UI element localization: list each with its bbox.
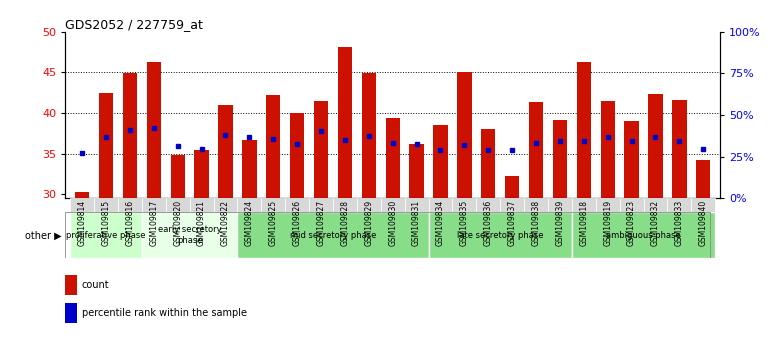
Bar	[672, 100, 687, 198]
Text: GSM109827: GSM109827	[316, 200, 326, 246]
Bar	[553, 120, 567, 198]
Text: GSM109822: GSM109822	[221, 200, 230, 246]
Text: GSM109829: GSM109829	[364, 200, 373, 246]
Bar	[477, 198, 500, 212]
Bar	[118, 198, 142, 212]
Bar	[548, 198, 572, 212]
Bar	[70, 198, 94, 212]
Bar	[170, 155, 185, 198]
Bar	[596, 198, 620, 212]
Text: GSM109834: GSM109834	[436, 200, 445, 246]
Bar	[357, 198, 380, 212]
Bar	[601, 101, 615, 198]
Bar	[620, 198, 644, 212]
Bar	[213, 198, 237, 212]
Bar	[410, 144, 424, 198]
Bar	[577, 62, 591, 198]
Bar	[624, 121, 639, 198]
Bar	[644, 198, 668, 212]
Text: other ▶: other ▶	[25, 230, 62, 240]
Bar	[338, 47, 352, 198]
Bar	[142, 198, 166, 212]
Bar	[648, 95, 663, 198]
Bar	[696, 160, 711, 198]
Bar	[65, 303, 77, 323]
Bar	[70, 212, 142, 258]
Bar	[333, 198, 357, 212]
Bar	[146, 62, 161, 198]
Bar	[529, 102, 543, 198]
Bar	[243, 140, 256, 198]
Text: GSM109824: GSM109824	[245, 200, 254, 246]
Text: GDS2052 / 227759_at: GDS2052 / 227759_at	[65, 18, 203, 31]
Text: GSM109835: GSM109835	[460, 200, 469, 246]
Text: GSM109831: GSM109831	[412, 200, 421, 246]
Text: GSM109817: GSM109817	[149, 200, 159, 246]
Text: ambiguous phase: ambiguous phase	[606, 231, 681, 240]
Bar	[65, 275, 77, 295]
Text: GSM109825: GSM109825	[269, 200, 278, 246]
Bar	[481, 129, 495, 198]
Bar	[314, 101, 328, 198]
Text: mid secretory phase: mid secretory phase	[290, 231, 377, 240]
Bar	[457, 73, 471, 198]
Bar	[142, 212, 237, 258]
Text: GSM109814: GSM109814	[78, 200, 87, 246]
Bar	[572, 212, 715, 258]
Text: GSM109838: GSM109838	[531, 200, 541, 246]
Bar	[266, 95, 280, 198]
Bar	[309, 198, 333, 212]
Text: GSM109815: GSM109815	[102, 200, 111, 246]
Text: GSM109821: GSM109821	[197, 200, 206, 246]
Bar	[500, 198, 524, 212]
Bar	[285, 198, 309, 212]
Text: GSM109828: GSM109828	[340, 200, 350, 246]
Bar	[195, 150, 209, 198]
Bar	[572, 198, 596, 212]
Bar	[362, 73, 376, 198]
Bar	[505, 176, 519, 198]
Bar	[668, 198, 691, 212]
Bar	[429, 212, 572, 258]
Text: GSM109823: GSM109823	[627, 200, 636, 246]
Bar	[166, 198, 189, 212]
Bar	[290, 113, 304, 198]
Text: GSM109820: GSM109820	[173, 200, 182, 246]
Bar	[219, 105, 233, 198]
Bar	[429, 198, 453, 212]
Text: GSM109837: GSM109837	[507, 200, 517, 246]
Text: GSM109818: GSM109818	[579, 200, 588, 246]
Text: GSM109840: GSM109840	[698, 200, 708, 246]
Text: GSM109826: GSM109826	[293, 200, 302, 246]
Text: GSM109833: GSM109833	[675, 200, 684, 246]
Text: count: count	[82, 280, 109, 290]
Bar	[691, 198, 715, 212]
Bar	[99, 93, 113, 198]
Text: GSM109819: GSM109819	[603, 200, 612, 246]
Text: GSM109839: GSM109839	[555, 200, 564, 246]
Text: proliferative phase: proliferative phase	[66, 231, 146, 240]
Bar	[453, 198, 477, 212]
Bar	[386, 118, 400, 198]
Bar	[189, 198, 213, 212]
Bar	[405, 198, 429, 212]
Text: GSM109816: GSM109816	[126, 200, 135, 246]
Bar	[94, 198, 118, 212]
Bar	[122, 73, 137, 198]
Text: GSM109832: GSM109832	[651, 200, 660, 246]
Bar	[380, 198, 405, 212]
Text: early secretory
phase: early secretory phase	[158, 225, 222, 245]
Bar	[237, 212, 429, 258]
Bar	[434, 125, 447, 198]
Bar	[524, 198, 548, 212]
Bar	[75, 192, 89, 198]
Text: late secretory phase: late secretory phase	[457, 231, 544, 240]
Bar	[237, 198, 261, 212]
Text: GSM109830: GSM109830	[388, 200, 397, 246]
Text: percentile rank within the sample: percentile rank within the sample	[82, 308, 247, 318]
Text: GSM109836: GSM109836	[484, 200, 493, 246]
Bar	[261, 198, 285, 212]
